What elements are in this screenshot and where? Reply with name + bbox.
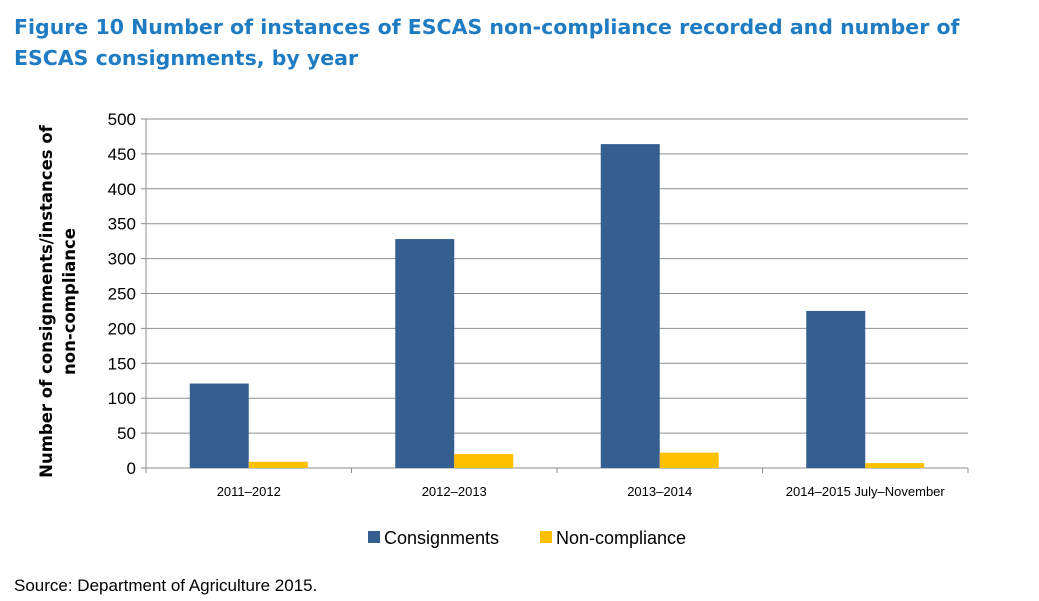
- legend-label: Consignments: [384, 528, 499, 548]
- bar-non-compliance: [865, 463, 925, 468]
- y-tick-label: 50: [117, 424, 136, 443]
- bar-non-compliance: [659, 452, 719, 468]
- figure-title: Figure 10 Number of instances of ESCAS n…: [14, 15, 960, 70]
- y-axis-label-line: Number of consignments/instances of: [37, 124, 56, 478]
- source-note: Source: Department of Agriculture 2015.: [14, 576, 318, 595]
- y-tick-label: 150: [108, 354, 136, 373]
- y-axis-label: Number of consignments/instances of non-c…: [37, 124, 79, 478]
- bar-consignments: [189, 383, 249, 468]
- y-tick-labels: 0 50 100 150 200 250 300 350 400 450 500: [108, 110, 136, 478]
- x-tick-labels: 2011–2012 2012–2013 2013–2014 2014–2015 Jul…: [217, 484, 946, 499]
- y-tick-label: 400: [108, 180, 136, 199]
- bar-consignments: [600, 144, 660, 469]
- x-tick-label: 2012–2013: [422, 484, 487, 499]
- y-tick-label: 250: [108, 285, 136, 304]
- legend: Consignments Non-compliance: [368, 528, 686, 548]
- bar-consignments: [806, 310, 866, 468]
- bar-consignments: [395, 239, 455, 468]
- legend-swatch: [540, 531, 552, 543]
- x-tick-label: 2011–2012: [217, 484, 281, 499]
- y-tick-label: 350: [108, 215, 136, 234]
- y-tick-label: 0: [127, 459, 136, 478]
- bar-non-compliance: [454, 454, 514, 468]
- bars: [189, 144, 925, 469]
- bar-non-compliance: [248, 461, 308, 468]
- y-axis-label-line: non-compliance: [60, 228, 79, 375]
- axes: [145, 119, 969, 473]
- y-tick-label: 300: [108, 250, 136, 269]
- x-tick-label: 2014–2015 July–November: [786, 484, 946, 499]
- y-tick-label: 200: [108, 319, 136, 338]
- y-tick-label: 100: [108, 389, 136, 408]
- y-tick-label: 500: [108, 110, 136, 129]
- y-tick-label: 450: [108, 145, 136, 164]
- legend-swatch: [368, 531, 380, 543]
- legend-label: Non-compliance: [556, 528, 686, 548]
- x-tick-label: 2013–2014: [627, 484, 692, 499]
